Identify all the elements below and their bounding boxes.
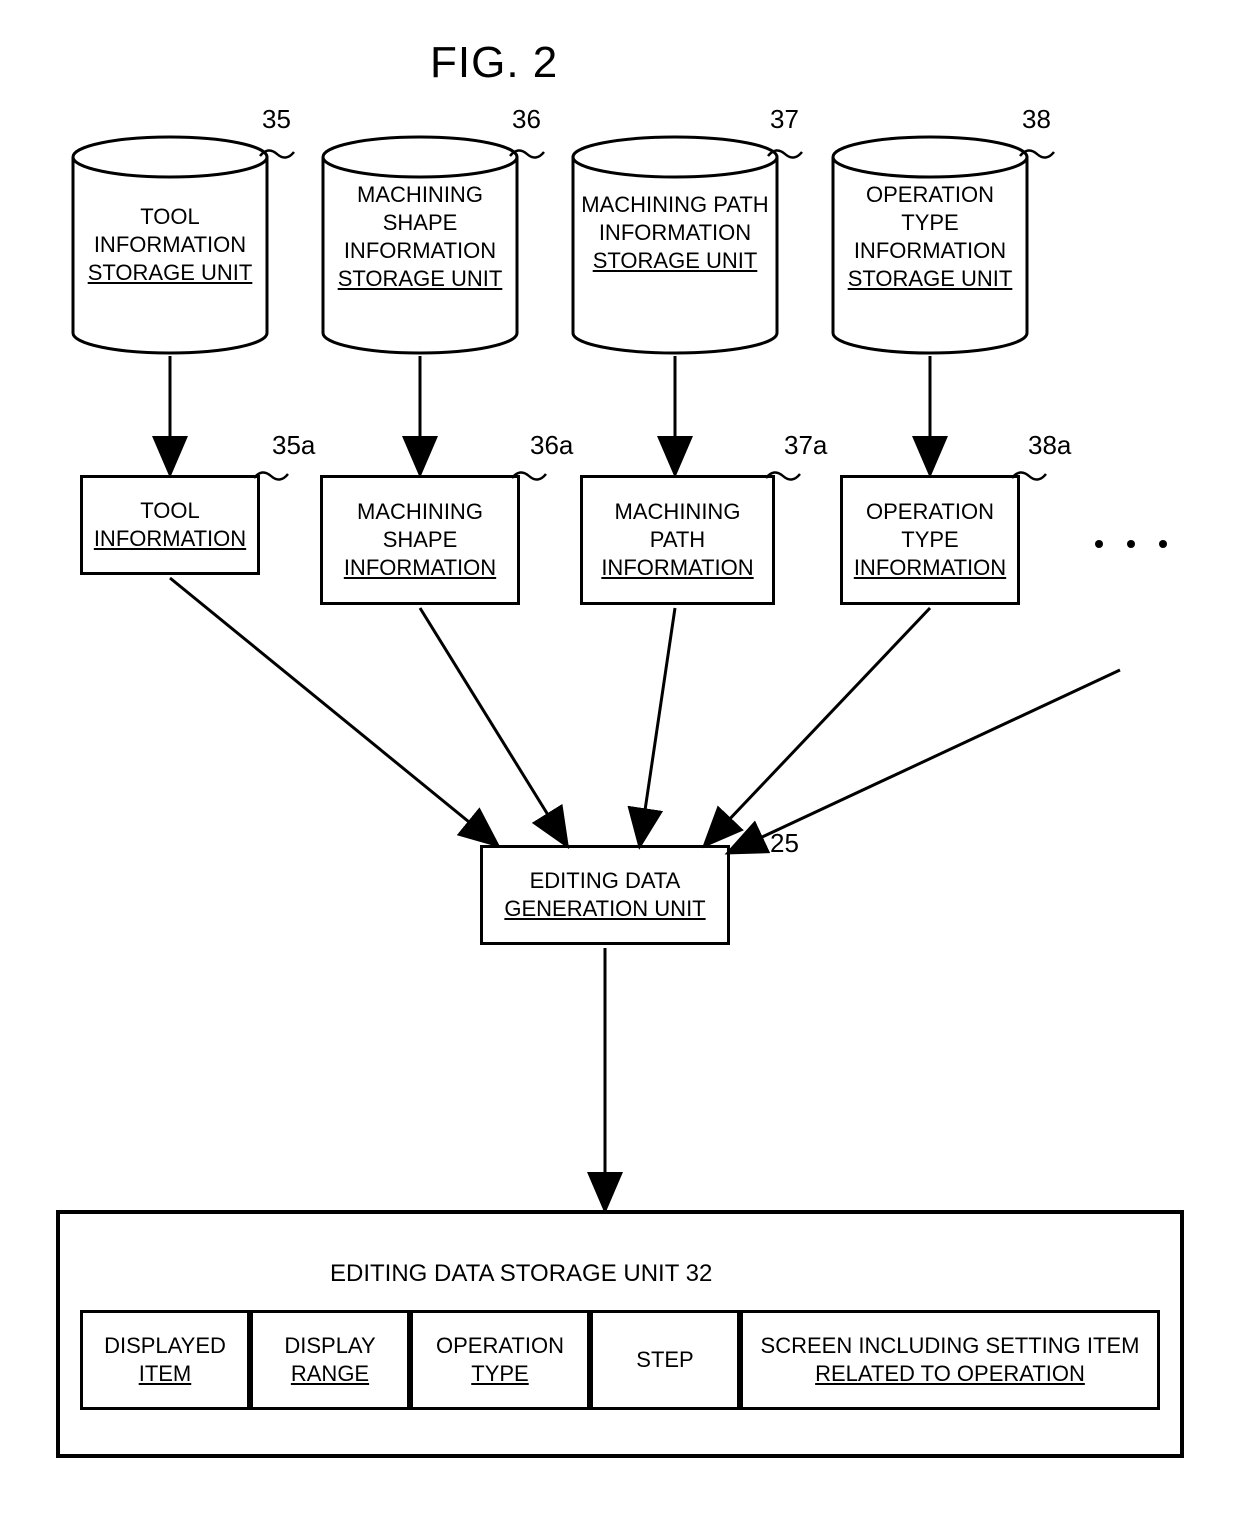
ref-38a: 38a <box>1028 430 1071 461</box>
gen-l1: EDITING DATA <box>530 868 681 893</box>
ref-25: 25 <box>770 828 799 859</box>
ref-36: 36 <box>512 104 541 135</box>
b36a-l3: INFORMATION <box>344 555 496 580</box>
cyl-36-l2: SHAPE <box>383 210 458 235</box>
ref-36a: 36a <box>530 430 573 461</box>
info-box-shape: MACHINING SHAPE INFORMATION <box>320 475 520 605</box>
cyl-36-l4: STORAGE UNIT <box>338 266 503 291</box>
cyl-36-l1: MACHINING <box>357 182 483 207</box>
ref-37a: 37a <box>784 430 827 461</box>
storage-cylinder-tool: TOOL INFORMATION STORAGE UNIT <box>70 135 270 355</box>
cell-screen-setting: SCREEN INCLUDING SETTING ITEM RELATED TO… <box>740 1310 1160 1410</box>
info-box-optype: OPERATION TYPE INFORMATION <box>840 475 1020 605</box>
tilde-icon <box>508 146 546 160</box>
gen-l2: GENERATION UNIT <box>504 896 705 921</box>
big-box-title: EDITING DATA STORAGE UNIT 32 <box>330 1260 712 1288</box>
b37a-l2: PATH <box>650 527 705 552</box>
b36a-l2: SHAPE <box>383 527 458 552</box>
cyl-38-l1: OPERATION <box>866 182 994 207</box>
figure-title: FIG. 2 <box>430 38 558 88</box>
cyl-38-l3: INFORMATION <box>854 238 1006 263</box>
tilde-icon <box>510 468 548 482</box>
ref-37: 37 <box>770 104 799 135</box>
ref-38: 38 <box>1022 104 1051 135</box>
b36a-l1: MACHINING <box>357 499 483 524</box>
ellipsis-icon <box>1095 540 1167 548</box>
b38a-l1: OPERATION <box>866 499 994 524</box>
cyl-38-l2: TYPE <box>901 210 958 235</box>
cyl-35-l3: STORAGE UNIT <box>88 260 253 285</box>
ref-35a: 35a <box>272 430 315 461</box>
b37a-l3: INFORMATION <box>601 555 753 580</box>
b38a-l2: TYPE <box>901 527 958 552</box>
tilde-icon <box>766 146 804 160</box>
b38a-l3: INFORMATION <box>854 555 1006 580</box>
b35a-l1: TOOL <box>140 498 200 523</box>
diagram-canvas: FIG. 2 TOOL INFORMATION STORAGE UNIT 35 … <box>0 0 1240 1538</box>
b35a-l2: INFORMATION <box>94 526 246 551</box>
tilde-icon <box>1018 146 1056 160</box>
cyl-35-l2: INFORMATION <box>94 232 246 257</box>
cell-step: STEP <box>590 1310 740 1410</box>
storage-cylinder-shape: MACHINING SHAPE INFORMATION STORAGE UNIT <box>320 135 520 355</box>
cyl-37-l3: STORAGE UNIT <box>593 248 758 273</box>
tilde-icon <box>258 146 296 160</box>
cyl-37-l1: MACHINING PATH <box>581 192 768 217</box>
cell-display-range: DISPLAY RANGE <box>250 1310 410 1410</box>
tilde-icon <box>730 840 768 854</box>
ref-35: 35 <box>262 104 291 135</box>
tilde-icon <box>1010 468 1048 482</box>
cell-displayed-item: DISPLAYED ITEM <box>80 1310 250 1410</box>
storage-cylinder-path: MACHINING PATH INFORMATION STORAGE UNIT <box>570 135 780 355</box>
cyl-37-l2: INFORMATION <box>599 220 751 245</box>
tilde-icon <box>764 468 802 482</box>
info-box-tool: TOOL INFORMATION <box>80 475 260 575</box>
tilde-icon <box>252 468 290 482</box>
b37a-l1: MACHINING <box>615 499 741 524</box>
cell-operation-type: OPERATION TYPE <box>410 1310 590 1410</box>
info-box-path: MACHINING PATH INFORMATION <box>580 475 775 605</box>
storage-cylinder-optype: OPERATION TYPE INFORMATION STORAGE UNIT <box>830 135 1030 355</box>
editing-data-generation-unit: EDITING DATA GENERATION UNIT <box>480 845 730 945</box>
cyl-36-l3: INFORMATION <box>344 238 496 263</box>
cyl-38-l4: STORAGE UNIT <box>848 266 1013 291</box>
cyl-35-l1: TOOL <box>140 204 200 229</box>
